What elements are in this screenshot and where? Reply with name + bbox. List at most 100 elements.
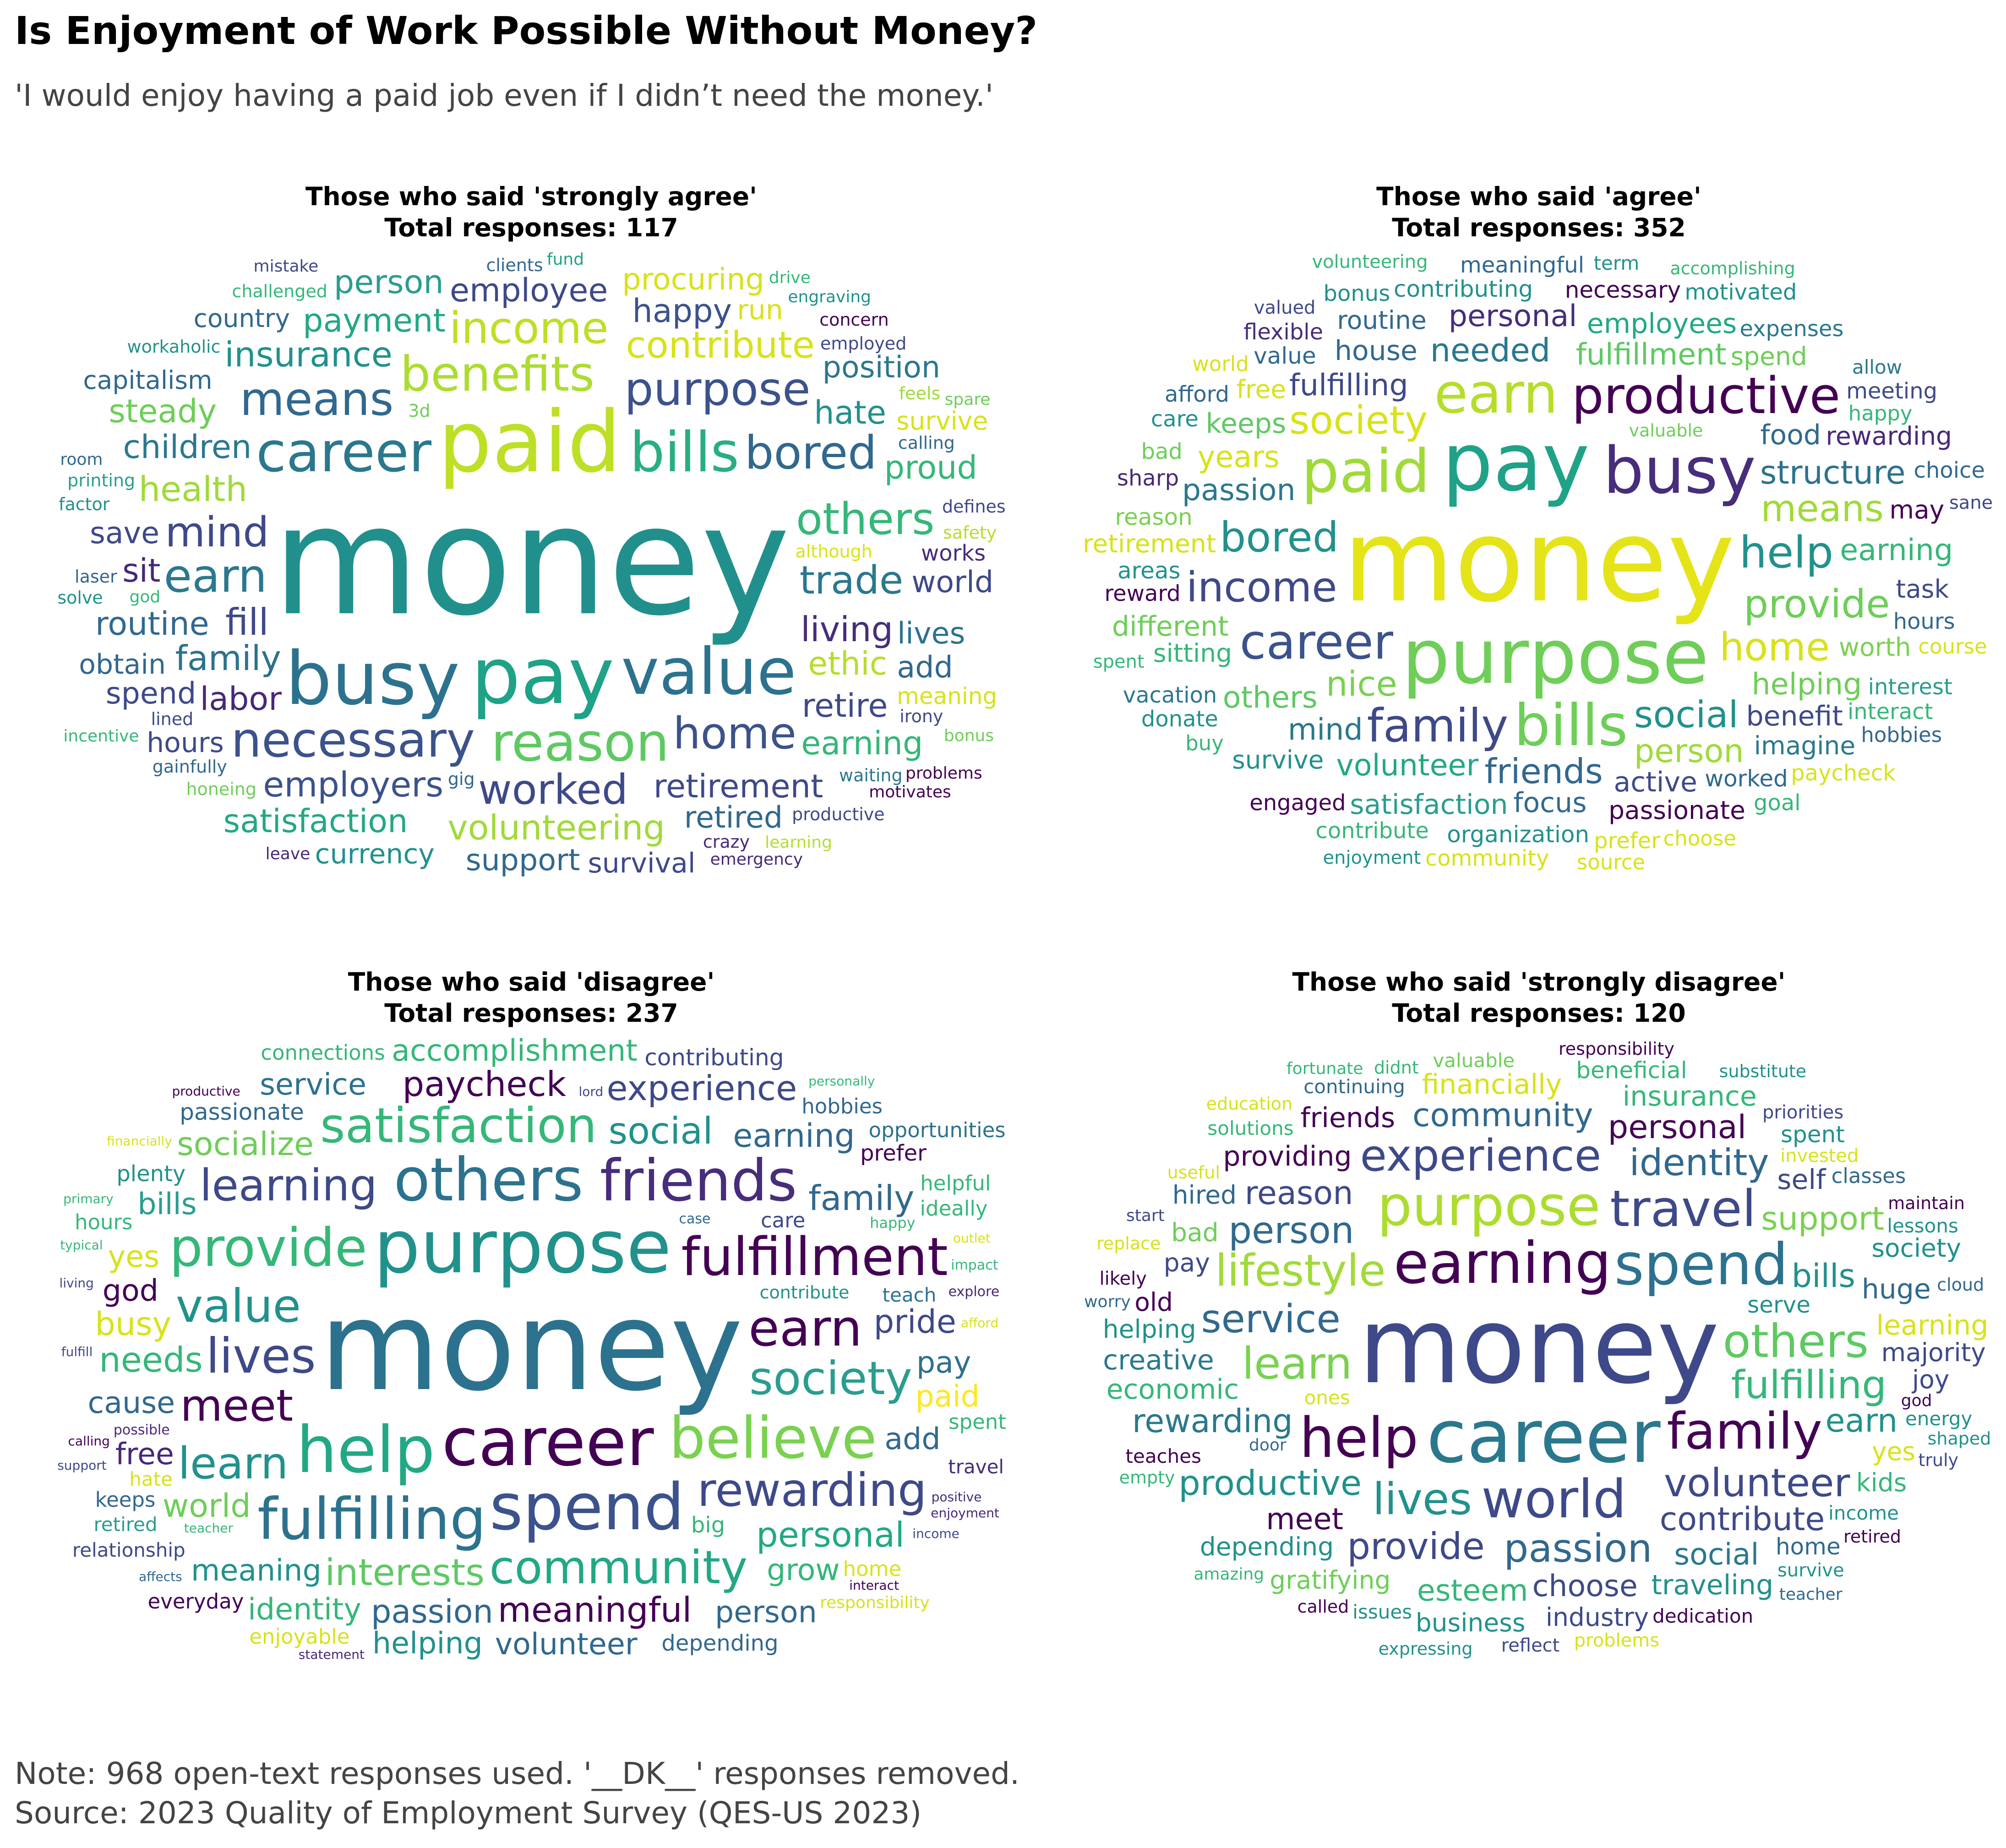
panel-heading: Those who said 'disagree' bbox=[348, 967, 715, 997]
cloud-word: challenged bbox=[232, 281, 327, 302]
cloud-word: beneficial bbox=[1576, 1057, 1687, 1084]
cloud-word: passionate bbox=[1608, 796, 1745, 825]
cloud-word: ethic bbox=[808, 644, 888, 682]
cloud-word: amazing bbox=[1194, 1565, 1265, 1584]
cloud-word: responsibility bbox=[820, 1593, 930, 1612]
cloud-word: meaning bbox=[897, 683, 998, 710]
cloud-word: passion bbox=[1182, 473, 1296, 507]
cloud-word: learning bbox=[200, 1161, 377, 1211]
cloud-word: teaches bbox=[1125, 1445, 1201, 1468]
cloud-word: everyday bbox=[147, 1589, 244, 1614]
figure-subtitle: 'I would enjoy having a paid job even if… bbox=[15, 78, 994, 113]
cloud-word: safety bbox=[943, 523, 997, 543]
cloud-word: leave bbox=[265, 844, 311, 863]
cloud-word: social bbox=[608, 1109, 713, 1152]
cloud-word: employee bbox=[449, 272, 608, 310]
cloud-word: food bbox=[1760, 419, 1821, 451]
cloud-word: provide bbox=[169, 1217, 367, 1279]
cloud-word: structure bbox=[1760, 453, 1906, 491]
word-cloud: money career earning spend purpose help world f… bbox=[1067, 966, 2006, 1663]
cloud-word: areas bbox=[1117, 557, 1181, 584]
cloud-word: mind bbox=[165, 508, 269, 557]
cloud-word: impact bbox=[951, 1257, 998, 1273]
cloud-word: world bbox=[162, 1487, 251, 1525]
cloud-word: bonus bbox=[943, 726, 994, 745]
cloud-word: fill bbox=[225, 601, 269, 644]
panel-disagree: Those who said 'disagree' Total response… bbox=[55, 966, 1008, 1663]
cloud-word: income bbox=[1828, 1501, 1899, 1524]
cloud-word: substitute bbox=[1719, 1061, 1807, 1082]
cloud-word: pay bbox=[916, 1345, 971, 1380]
cloud-word: money bbox=[272, 473, 790, 649]
cloud-word: lord bbox=[578, 1084, 604, 1099]
cloud-word: education bbox=[1206, 1094, 1293, 1114]
cloud-word: survive bbox=[1232, 745, 1324, 774]
cloud-word: traveling bbox=[1651, 1569, 1774, 1602]
cloud-word: personal bbox=[1608, 1108, 1747, 1146]
cloud-word: contribute bbox=[759, 1282, 850, 1303]
cloud-word: course bbox=[1918, 634, 1987, 659]
cloud-word: experience bbox=[1360, 1131, 1602, 1182]
cloud-word: connections bbox=[261, 1040, 385, 1065]
cloud-word: reflect bbox=[1501, 1635, 1560, 1657]
cloud-word: travel bbox=[1610, 1179, 1756, 1238]
cloud-word: incentive bbox=[63, 726, 139, 746]
footer-note: Note: 968 open-text responses used. '__D… bbox=[15, 1756, 1019, 1791]
cloud-word: choose bbox=[1663, 826, 1736, 851]
cloud-word: value bbox=[175, 1279, 301, 1333]
cloud-word: buy bbox=[1185, 730, 1224, 755]
cloud-word: may bbox=[1889, 495, 1945, 524]
figure-title: Is Enjoyment of Work Possible Without Mo… bbox=[15, 8, 1038, 53]
cloud-word: possible bbox=[113, 1422, 170, 1438]
cloud-word: affects bbox=[139, 1569, 182, 1585]
figure-footer: Note: 968 open-text responses used. '__D… bbox=[15, 1754, 1019, 1833]
cloud-word: save bbox=[89, 516, 160, 551]
cloud-word: experience bbox=[606, 1068, 797, 1108]
cloud-word: opportunities bbox=[868, 1118, 1006, 1142]
cloud-word: feels bbox=[899, 383, 941, 403]
cloud-word: laser bbox=[75, 566, 117, 587]
cloud-word: help bbox=[1739, 528, 1834, 578]
cloud-word: needed bbox=[1430, 331, 1551, 369]
cloud-word: priorities bbox=[1762, 1101, 1844, 1123]
cloud-word: teacher bbox=[1779, 1585, 1842, 1604]
cloud-word: productive bbox=[792, 804, 885, 824]
cloud-word: service bbox=[260, 1068, 366, 1102]
cloud-word: gig bbox=[447, 769, 475, 790]
cloud-word: active bbox=[1614, 766, 1697, 799]
cloud-word: employed bbox=[820, 333, 907, 354]
cloud-word: earn bbox=[1825, 1402, 1898, 1440]
cloud-word: worth bbox=[1838, 632, 1911, 662]
cloud-word: needs bbox=[99, 1340, 203, 1380]
cloud-word: others bbox=[1723, 1314, 1869, 1368]
cloud-word: meaningful bbox=[1460, 252, 1585, 278]
cloud-word: pay bbox=[1442, 416, 1590, 509]
cloud-word: motivated bbox=[1684, 279, 1797, 305]
cloud-word: trade bbox=[799, 558, 904, 604]
cloud-word: depending bbox=[1199, 1532, 1334, 1562]
cloud-word: ideally bbox=[920, 1196, 988, 1221]
cloud-word: explore bbox=[948, 1284, 1000, 1300]
cloud-word: person bbox=[715, 1595, 817, 1630]
cloud-word: prefer bbox=[1594, 828, 1660, 854]
cloud-word: interact bbox=[849, 1578, 899, 1593]
cloud-word: world bbox=[1481, 1468, 1626, 1530]
cloud-word: lives bbox=[1373, 1474, 1472, 1525]
cloud-word: issues bbox=[1352, 1601, 1412, 1624]
cloud-word: esteem bbox=[1417, 1574, 1528, 1608]
cloud-word: lined bbox=[151, 709, 194, 730]
cloud-word: providing bbox=[1223, 1140, 1352, 1173]
panel-total: Total responses: 352 bbox=[1392, 213, 1686, 242]
cloud-word: god bbox=[1901, 1391, 1932, 1410]
cloud-word: hobbies bbox=[801, 1094, 883, 1118]
cloud-word: volunteer bbox=[1663, 1461, 1850, 1506]
cloud-word: truly bbox=[1918, 1450, 1959, 1470]
cloud-word: hours bbox=[147, 727, 224, 759]
cloud-word: children bbox=[123, 428, 252, 466]
cloud-word: imagine bbox=[1754, 731, 1856, 761]
cloud-word: statement bbox=[298, 1646, 365, 1662]
panel-total: Total responses: 237 bbox=[384, 998, 678, 1028]
cloud-word: benefit bbox=[1746, 700, 1843, 733]
cloud-word: pride bbox=[873, 1303, 956, 1341]
cloud-word: choose bbox=[1532, 1569, 1638, 1604]
